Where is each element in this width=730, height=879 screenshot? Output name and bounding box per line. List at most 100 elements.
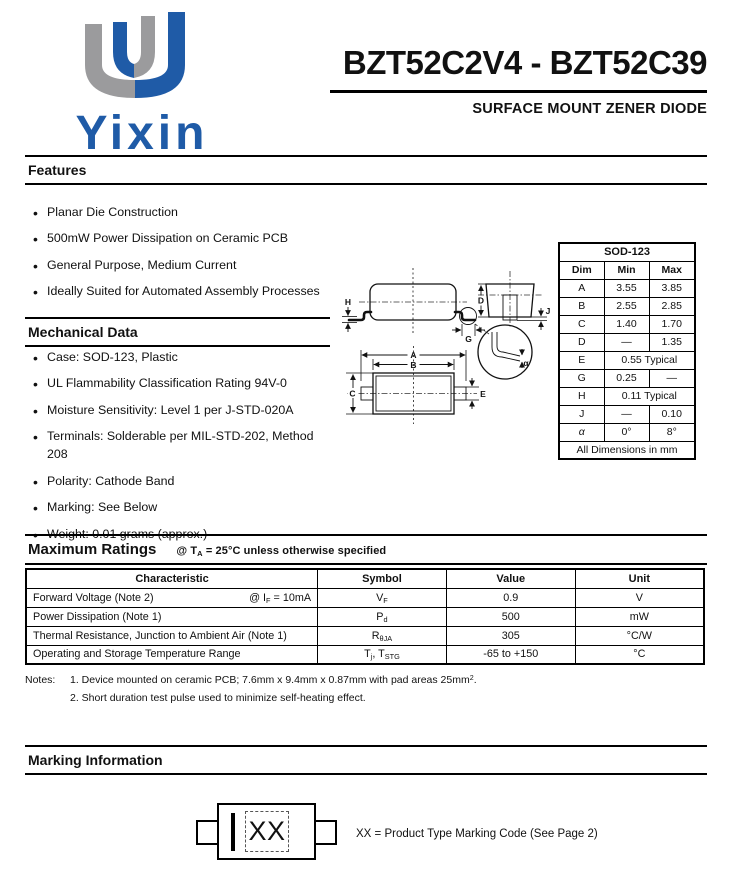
page-title: BZT52C2V4 - BZT52C39 bbox=[330, 44, 708, 93]
company-logo: Yixin bbox=[58, 6, 248, 161]
package-outline-drawing: H G D J α A bbox=[342, 268, 551, 424]
ratings-header-row: Characteristic Symbol Value Unit bbox=[25, 568, 705, 589]
unit-cell: mW bbox=[574, 606, 705, 627]
symbol-cell: VF bbox=[317, 587, 447, 608]
feature-item: General Purpose, Medium Current bbox=[25, 256, 327, 276]
sod123-header-row: Dim Min Max bbox=[558, 260, 696, 280]
logo-u-icon bbox=[85, 12, 185, 98]
min-cell: 0° bbox=[603, 422, 650, 442]
characteristic-text: Power Dissipation (Note 1) bbox=[33, 610, 162, 623]
dim-cell: G bbox=[558, 368, 605, 388]
merged-cell: 0.55 Typical bbox=[603, 350, 696, 370]
dim-label-alpha: α bbox=[523, 358, 529, 368]
marking-package-diagram: XX bbox=[217, 803, 316, 860]
ratings-col-characteristic: Characteristic bbox=[25, 568, 319, 589]
dim-cell: A bbox=[558, 278, 605, 298]
max-cell: 1.35 bbox=[648, 332, 696, 352]
sod123-col-min: Min bbox=[603, 260, 650, 280]
marking-legend: XX = Product Type Marking Code (See Page… bbox=[356, 828, 598, 840]
sod123-dimensions-table: SOD-123 Dim Min Max A 3.55 3.85 B 2.55 2… bbox=[558, 242, 697, 460]
section-heading-features: Features bbox=[25, 155, 707, 185]
symbol-cell: Tj, TSTG bbox=[317, 644, 447, 665]
features-heading-label: Features bbox=[28, 162, 87, 178]
value-cell: 305 bbox=[445, 625, 576, 646]
unit-cell: °C bbox=[574, 644, 705, 665]
sod123-row: D — 1.35 bbox=[558, 332, 696, 352]
title-block: BZT52C2V4 - BZT52C39 SURFACE MOUNT ZENER… bbox=[330, 44, 708, 117]
maximum-ratings-heading-label: Maximum Ratings bbox=[28, 541, 157, 558]
ratings-row: Thermal Resistance, Junction to Ambient … bbox=[25, 625, 705, 646]
max-cell: 0.10 bbox=[648, 404, 696, 424]
mechanical-item: Marking: See Below bbox=[25, 498, 327, 518]
min-cell: 0.25 bbox=[603, 368, 650, 388]
mechanical-list: Case: SOD-123, Plastic UL Flammability C… bbox=[25, 348, 327, 552]
sod123-row: G 0.25 — bbox=[558, 368, 696, 388]
feature-item: Planar Die Construction bbox=[25, 203, 327, 223]
dim-cell: J bbox=[558, 404, 605, 424]
ratings-col-value: Value bbox=[445, 568, 576, 589]
ratings-row: Operating and Storage Temperature Range … bbox=[25, 644, 705, 665]
notes-label: Notes: bbox=[25, 674, 56, 686]
max-cell: 2.85 bbox=[648, 296, 696, 316]
dim-cell: C bbox=[558, 314, 605, 334]
maximum-ratings-table: Characteristic Symbol Value Unit Forward… bbox=[25, 568, 705, 665]
section-heading-marking-information: Marking Information bbox=[25, 745, 707, 775]
feature-item: 500mW Power Dissipation on Ceramic PCB bbox=[25, 229, 327, 249]
min-cell: — bbox=[603, 404, 650, 424]
value-cell: 0.9 bbox=[445, 587, 576, 608]
dim-label-d: D bbox=[478, 296, 484, 306]
sod123-row: A 3.55 3.85 bbox=[558, 278, 696, 298]
mechanical-item: Terminals: Solderable per MIL-STD-202, M… bbox=[25, 427, 327, 464]
max-cell: 1.70 bbox=[648, 314, 696, 334]
sod123-title: SOD-123 bbox=[558, 242, 696, 262]
merged-cell: 0.11 Typical bbox=[603, 386, 696, 406]
dim-label-h: H bbox=[345, 297, 351, 307]
note-item: 1. Device mounted on ceramic PCB; 7.6mm … bbox=[70, 673, 477, 686]
mechanical-heading-label: Mechanical Data bbox=[28, 324, 138, 340]
min-cell: 2.55 bbox=[603, 296, 650, 316]
max-cell: 3.85 bbox=[648, 278, 696, 298]
value-cell: -65 to +150 bbox=[445, 644, 576, 665]
sod123-row: J — 0.10 bbox=[558, 404, 696, 424]
sod123-row: B 2.55 2.85 bbox=[558, 296, 696, 316]
sod123-col-dim: Dim bbox=[558, 260, 605, 280]
notes-block: Notes: 1. Device mounted on ceramic PCB;… bbox=[25, 671, 477, 708]
dim-label-e: E bbox=[480, 389, 486, 399]
dim-cell: H bbox=[558, 386, 605, 406]
ratings-row: Power Dissipation (Note 1) Pd 500 mW bbox=[25, 606, 705, 627]
dim-label-j: J bbox=[546, 306, 551, 316]
mechanical-item: Moisture Sensitivity: Level 1 per J-STD-… bbox=[25, 401, 327, 421]
logo-text: Yixin bbox=[75, 107, 209, 160]
dim-cell: B bbox=[558, 296, 605, 316]
ratings-col-symbol: Symbol bbox=[317, 568, 447, 589]
sod123-row: C 1.40 1.70 bbox=[558, 314, 696, 334]
section-heading-maximum-ratings: Maximum Ratings @ TA = 25°C unless otherw… bbox=[25, 534, 707, 565]
feature-list: Planar Die Construction 500mW Power Diss… bbox=[25, 203, 327, 310]
symbol-cell: RθJA bbox=[317, 625, 447, 646]
unit-cell: °C/W bbox=[574, 625, 705, 646]
dim-cell: α bbox=[558, 422, 605, 442]
page-subtitle: SURFACE MOUNT ZENER DIODE bbox=[472, 101, 707, 117]
characteristic-text: Thermal Resistance, Junction to Ambient … bbox=[33, 629, 287, 642]
max-cell: 8° bbox=[648, 422, 696, 442]
feature-item: Ideally Suited for Automated Assembly Pr… bbox=[25, 282, 327, 302]
min-cell: 3.55 bbox=[603, 278, 650, 298]
characteristic-text: Forward Voltage (Note 2) bbox=[33, 591, 154, 604]
ratings-row: Forward Voltage (Note 2) @ IF = 10mA VF … bbox=[25, 587, 705, 608]
sod123-row: E 0.55 Typical bbox=[558, 350, 696, 370]
dim-cell: E bbox=[558, 350, 605, 370]
characteristic-condition: @ IF = 10mA bbox=[249, 591, 312, 605]
symbol-cell: Pd bbox=[317, 606, 447, 627]
ratings-col-unit: Unit bbox=[574, 568, 705, 589]
characteristic-text: Operating and Storage Temperature Range bbox=[33, 648, 241, 661]
mechanical-item: Polarity: Cathode Band bbox=[25, 472, 327, 492]
marking-code-box: XX bbox=[245, 811, 289, 852]
sod123-row: α 0° 8° bbox=[558, 422, 696, 442]
marking-package-right-lead bbox=[314, 820, 337, 845]
dim-label-g: G bbox=[465, 334, 472, 344]
sod123-footer: All Dimensions in mm bbox=[558, 440, 696, 460]
value-cell: 500 bbox=[445, 606, 576, 627]
sod123-row: H 0.11 Typical bbox=[558, 386, 696, 406]
marking-code: XX bbox=[248, 816, 286, 846]
mechanical-item: Case: SOD-123, Plastic bbox=[25, 348, 327, 368]
